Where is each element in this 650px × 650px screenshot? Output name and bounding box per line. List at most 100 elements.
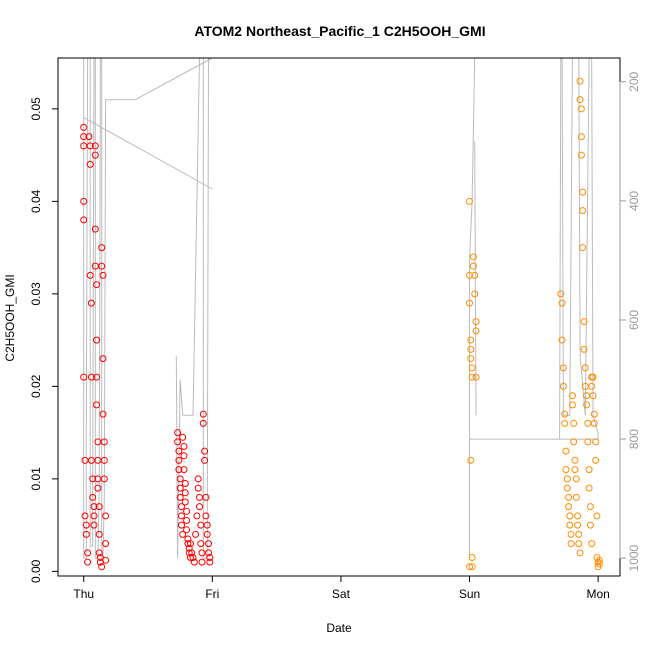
x-axis-label: Date [326,621,352,635]
data-point [194,484,202,492]
data-point [467,456,475,464]
pressure-trace [83,117,213,190]
data-point [467,345,475,353]
data-point [95,503,103,511]
data-point [577,133,585,141]
pressure-trace [561,57,573,416]
data-point [576,77,584,85]
data-point [193,512,201,520]
data-point [577,151,585,159]
data-point [562,466,570,474]
data-point [180,452,188,460]
data-point [176,475,184,483]
data-point [466,299,473,307]
x-tick-label: Fri [205,587,219,601]
data-point [579,207,587,215]
data-point [183,507,191,515]
data-point [588,540,596,548]
data-point [574,512,582,520]
data-point [80,373,88,381]
pressure-trace [101,57,213,559]
data-point [98,244,106,252]
data-point [176,484,184,492]
data-point [471,271,479,279]
data-point [183,517,191,524]
data-point [87,456,95,464]
data-point [175,447,183,455]
data-point [590,419,598,427]
data-point [198,549,206,557]
data-point [572,493,580,501]
data-point [80,197,88,205]
data-point [90,503,98,511]
data-point [196,493,203,501]
y2-axis: 200 400 600 800 1000 [619,71,641,571]
data-point [558,336,566,344]
data-point [472,318,480,326]
data-point [584,419,592,427]
pressure-trace [469,57,476,559]
data-point [576,96,584,104]
data-point [90,512,98,520]
data-point [580,318,588,326]
data-point [181,498,189,506]
data-point [86,271,94,279]
data-point [568,392,576,400]
data-point [89,493,97,501]
data-point [184,540,192,548]
y-tick-label: 0.02 [29,374,43,398]
data-point [471,290,479,298]
pressure-trace [94,57,101,559]
data-point [174,429,182,437]
data-point [575,530,583,538]
data-point [175,466,183,474]
data-point [572,475,580,483]
data-point [179,433,187,441]
data-point [81,512,89,520]
x-tick-label: Sat [332,587,351,601]
data-point [575,540,583,548]
data-point [188,549,196,557]
data-point [176,493,184,501]
data-point [466,563,473,571]
pressure-trace [202,57,209,559]
data-point [559,364,567,372]
data-point [586,503,594,511]
data-point [94,484,102,492]
data-point [86,142,94,150]
data-point [468,373,476,381]
pressure-trace [89,57,95,547]
data-point [87,299,95,307]
data-point [87,373,95,381]
y-tick-label: 0.05 [29,97,43,121]
data-point [199,410,207,418]
data-points [80,77,603,571]
data-point [183,526,191,534]
data-point [593,512,601,520]
data-point [592,438,600,446]
data-point [93,281,101,289]
data-point [579,188,587,196]
data-point [198,558,206,566]
data-point [84,558,92,566]
data-point [468,554,476,561]
data-point [561,419,569,427]
data-point [100,475,108,483]
data-point [206,554,214,561]
data-point [80,216,88,224]
data-point [583,401,591,409]
data-point [95,549,103,557]
data-point [205,549,212,557]
data-point [91,151,99,159]
data-point [565,493,573,501]
data-point [205,540,212,548]
data-point [574,521,582,529]
data-point [84,549,92,557]
x-tick-label: Sun [459,587,480,601]
data-point [558,299,566,307]
data-point [585,466,593,474]
data-point [565,503,573,511]
data-point [580,345,588,353]
y-tick-label: 0.00 [29,559,43,583]
